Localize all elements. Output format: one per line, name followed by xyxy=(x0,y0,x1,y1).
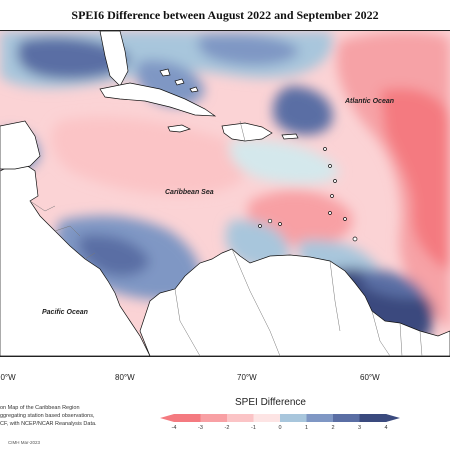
island xyxy=(333,179,337,183)
bahamas-island xyxy=(159,68,171,77)
atlantic-ocean-label: Atlantic Ocean xyxy=(344,98,394,105)
legend-swatch xyxy=(200,414,228,422)
south-america-landmass xyxy=(139,248,450,356)
bahamas-island xyxy=(174,78,185,86)
island xyxy=(343,217,347,221)
florida-landmass xyxy=(99,31,129,87)
map-panel: Atlantic Ocean Caribbean Sea Pacific Oce… xyxy=(0,30,450,357)
island xyxy=(258,224,262,228)
country-borders xyxy=(29,120,423,356)
legend-tick-label: 1 xyxy=(304,425,309,431)
credit-line-2: ggregating station based observations, xyxy=(0,413,95,419)
legend-swatch xyxy=(253,414,281,422)
caribbean-sea-label: Caribbean Sea xyxy=(165,189,214,196)
island xyxy=(323,147,327,151)
legend-arrow-high xyxy=(386,414,400,422)
legend-tick-label: -2 xyxy=(224,425,230,431)
map-title: SPEI6 Difference between August 2022 and… xyxy=(71,8,379,22)
spei-map: Atlantic Ocean Caribbean Sea Pacific Oce… xyxy=(0,31,450,356)
legend-swatch xyxy=(333,414,360,422)
legend-arrow-low xyxy=(160,414,174,422)
legend-tick-label: 0 xyxy=(278,425,282,431)
legend-tick-label: -3 xyxy=(198,425,203,431)
lon-tick-70w: 70°W xyxy=(237,373,257,382)
lon-tick-90w: 90°W xyxy=(0,373,16,382)
central-america-landmass xyxy=(0,160,151,356)
footer-credit: CIMH Mar-2023 xyxy=(8,440,41,445)
island xyxy=(328,211,332,215)
credit-line-3: CF, with NCEP/NCAR Reanalysis Data. xyxy=(0,421,97,427)
legend-tick-label: -4 xyxy=(171,425,177,431)
island xyxy=(352,236,358,242)
legend-swatch xyxy=(280,414,307,422)
island xyxy=(278,222,282,226)
lon-tick-60w: 60°W xyxy=(360,373,380,382)
legend-tick-label: 2 xyxy=(331,425,335,431)
hispaniola-landmass xyxy=(221,122,273,142)
cuba-landmass xyxy=(99,82,217,117)
land-masses xyxy=(0,31,450,356)
island xyxy=(330,194,334,198)
color-legend xyxy=(160,414,400,422)
island xyxy=(267,218,273,224)
yucatan-landmass xyxy=(0,120,41,170)
jamaica-landmass xyxy=(167,124,191,133)
legend-swatch xyxy=(306,414,334,422)
legend-swatch xyxy=(227,414,254,422)
legend-tick-label: 3 xyxy=(357,425,362,431)
legend-swatch xyxy=(359,414,387,422)
island xyxy=(328,164,332,168)
lon-tick-80w: 80°W xyxy=(115,373,135,382)
legend-swatch xyxy=(174,414,201,422)
legend-tick-label: -1 xyxy=(251,425,256,431)
pacific-ocean-label: Pacific Ocean xyxy=(42,309,88,316)
puerto-rico-landmass xyxy=(281,133,299,140)
bahamas-island xyxy=(189,86,199,93)
credit-line-1: on Map of the Caribbean Region xyxy=(0,405,80,411)
legend-title: SPEI Difference xyxy=(235,397,306,408)
legend-tick-label: 4 xyxy=(384,425,388,431)
